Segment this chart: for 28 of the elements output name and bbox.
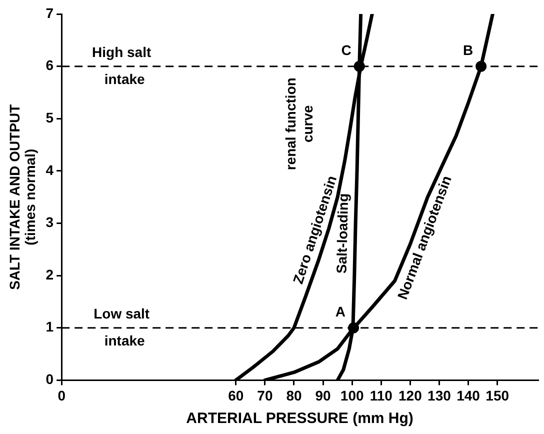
x-tick-label: 150: [486, 387, 510, 404]
y-tick-label: 1: [46, 318, 54, 335]
y-axis-title: SALT INTAKE AND OUTPUT (times normal): [6, 104, 38, 290]
y-tick-label: 3: [46, 214, 54, 230]
ref-line-label: High salt intake: [92, 44, 152, 88]
x-tick-label: 0: [58, 387, 66, 404]
y-tick-label: 5: [46, 109, 54, 126]
x-tick-label: 60: [228, 387, 244, 404]
x-axis-title: ARTERIAL PRESSURE (mm Hg): [186, 410, 414, 428]
x-tick-label: 120: [398, 387, 422, 404]
x-tick-label: 70: [257, 387, 273, 404]
y-tick-label: 6: [46, 57, 54, 74]
y-tick-label: 0: [46, 371, 54, 388]
x-tick-label: 80: [286, 387, 302, 404]
y-tick-label: 7: [46, 4, 54, 21]
y-tick-label: 2: [46, 266, 54, 282]
annotation: C: [341, 42, 352, 58]
x-tick-label: 140: [456, 387, 480, 404]
x-tick-label: 90: [315, 387, 332, 404]
annotation: renal function curve: [282, 78, 316, 170]
annotation: B: [462, 42, 474, 58]
ref-line-label: Low salt intake: [94, 306, 150, 349]
annotation: A: [335, 304, 346, 320]
text: Salt-loading: [333, 193, 352, 274]
y-tick-label: 4: [46, 162, 54, 178]
x-tick-label: 130: [428, 387, 452, 404]
x-tick-label: 100: [340, 387, 364, 404]
x-tick-label: 110: [370, 387, 393, 404]
